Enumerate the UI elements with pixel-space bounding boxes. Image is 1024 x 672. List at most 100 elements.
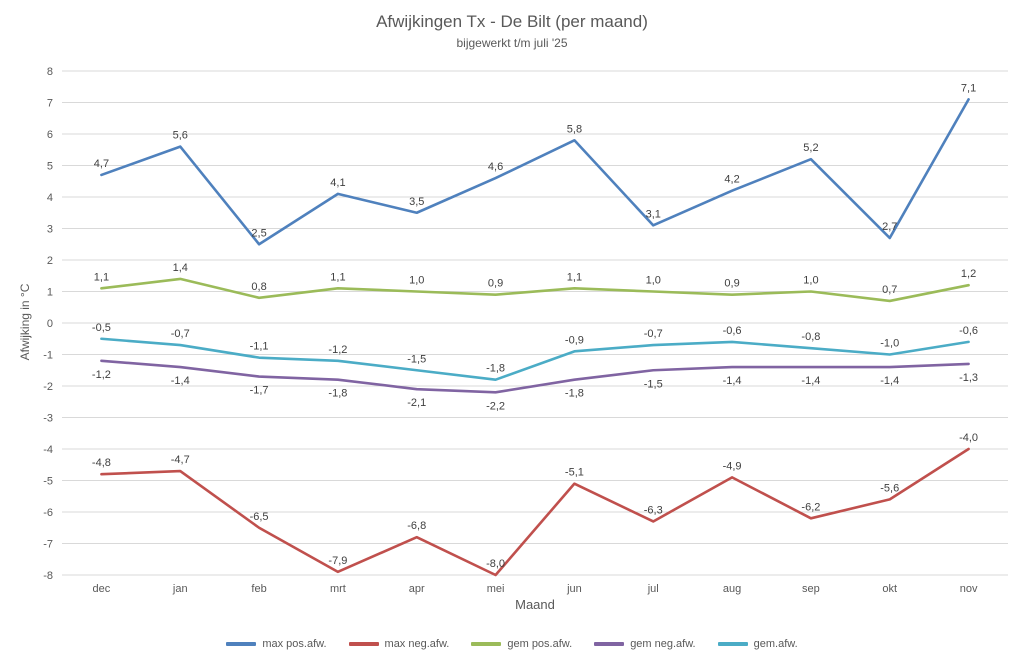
y-tick-label: -3	[43, 413, 53, 425]
series-line-gem-pos-afw	[100, 277, 970, 303]
x-axis-title: Maand	[515, 597, 555, 612]
data-label-max-pos-afw: 3,1	[646, 208, 661, 220]
data-label-gem-pos-afw: 1,2	[961, 268, 976, 280]
data-label-gem-afw: -0,6	[723, 325, 742, 337]
data-label-gem-pos-afw: 0,7	[882, 284, 897, 296]
x-tick-label: feb	[251, 583, 266, 595]
data-label-gem-neg-afw: -1,4	[171, 375, 190, 387]
data-label-max-neg-afw: -4,9	[723, 460, 742, 472]
y-tick-label: 6	[47, 129, 53, 141]
data-label-gem-neg-afw: -1,4	[723, 375, 742, 387]
data-label-gem-afw: -1,8	[486, 363, 505, 375]
legend-swatch-max-neg-afw	[348, 642, 379, 646]
data-label-gem-neg-afw: -1,4	[880, 375, 899, 387]
data-label-gem-pos-afw: 1,4	[173, 262, 188, 274]
y-tick-label: -7	[43, 539, 53, 551]
legend-label-gem-neg-afw: gem neg.afw.	[630, 638, 696, 650]
x-tick-label: nov	[960, 583, 978, 595]
data-label-gem-afw: -0,7	[644, 328, 663, 340]
x-tick-label: sep	[802, 583, 820, 595]
y-tick-label: -5	[43, 476, 53, 488]
legend-label-gem-afw: gem.afw.	[753, 638, 798, 650]
data-label-gem-neg-afw: -1,7	[250, 385, 269, 397]
data-label-gem-afw: -1,0	[880, 338, 899, 350]
data-label-gem-pos-afw: 1,0	[803, 275, 818, 287]
x-tick-label: aug	[723, 583, 741, 595]
legend-item-max-pos-afw: max pos.afw.	[226, 638, 327, 650]
legend-swatch-gem-neg-afw	[594, 642, 625, 646]
y-tick-label: -8	[43, 570, 53, 582]
data-label-max-neg-afw: -6,2	[801, 501, 820, 513]
x-tick-label: jun	[566, 583, 582, 595]
data-label-gem-pos-afw: 1,1	[567, 271, 582, 283]
data-label-max-pos-afw: 5,2	[803, 142, 818, 154]
data-label-gem-afw: -0,5	[92, 322, 111, 334]
y-tick-label: -6	[43, 507, 53, 519]
x-tick-label: jul	[647, 583, 659, 595]
legend-item-gem-afw: gem.afw.	[717, 638, 798, 650]
legend-item-max-neg-afw: max neg.afw.	[348, 638, 450, 650]
data-label-max-neg-afw: -4,0	[959, 432, 978, 444]
data-label-gem-pos-afw: 0,9	[488, 278, 503, 290]
data-label-gem-neg-afw: -1,8	[328, 388, 347, 400]
data-label-max-pos-afw: 5,6	[173, 130, 188, 142]
data-label-gem-pos-afw: 1,1	[330, 271, 345, 283]
y-axis-title: Afwijking in °C	[18, 283, 32, 361]
data-label-gem-pos-afw: 0,9	[724, 278, 739, 290]
data-label-gem-neg-afw: -2,2	[486, 400, 505, 412]
data-label-max-neg-afw: -6,8	[407, 520, 426, 532]
data-label-max-neg-afw: -7,9	[328, 555, 347, 567]
y-tick-label: 4	[47, 192, 53, 204]
x-tick-label: apr	[409, 583, 425, 595]
x-tick-label: okt	[882, 583, 897, 595]
data-label-max-pos-afw: 4,7	[94, 158, 109, 170]
data-label-gem-afw: -1,2	[328, 344, 347, 356]
y-tick-label: 8	[47, 66, 53, 78]
data-label-max-pos-afw: 2,7	[882, 221, 897, 233]
y-tick-label: -2	[43, 381, 53, 393]
y-tick-label: 5	[47, 161, 53, 173]
legend: max pos.afw. max neg.afw. gem pos.afw. gem …	[0, 638, 1024, 650]
x-tick-label: jan	[172, 583, 188, 595]
data-label-gem-neg-afw: -1,8	[565, 388, 584, 400]
data-label-gem-afw: -0,8	[801, 331, 820, 343]
y-tick-label: 7	[47, 98, 53, 110]
series-line-max-neg-afw	[100, 447, 970, 577]
series-line-gem-afw	[100, 337, 970, 382]
data-label-gem-pos-afw: 1,0	[646, 275, 661, 287]
x-tick-label: mei	[487, 583, 505, 595]
legend-swatch-gem-afw	[717, 642, 748, 646]
data-label-gem-pos-afw: 1,0	[409, 275, 424, 287]
data-label-max-neg-afw: -6,3	[644, 504, 663, 516]
data-label-max-neg-afw: -6,5	[250, 511, 269, 523]
data-label-max-pos-afw: 2,5	[251, 227, 266, 239]
y-tick-label: -1	[43, 350, 53, 362]
data-label-gem-afw: -1,1	[250, 341, 269, 353]
data-label-gem-neg-afw: -1,3	[959, 372, 978, 384]
data-label-max-pos-afw: 4,1	[330, 177, 345, 189]
data-label-gem-neg-afw: -1,5	[644, 378, 663, 390]
data-label-max-pos-afw: 4,6	[488, 161, 503, 173]
data-label-gem-afw: -0,7	[171, 328, 190, 340]
y-tick-label: -4	[43, 444, 53, 456]
data-label-max-pos-afw: 4,2	[724, 174, 739, 186]
x-tick-label: mrt	[330, 583, 346, 595]
data-label-gem-neg-afw: -1,2	[92, 369, 111, 381]
data-label-max-pos-afw: 5,8	[567, 123, 582, 135]
data-label-gem-neg-afw: -2,1	[407, 397, 426, 409]
series-line-max-pos-afw	[100, 98, 970, 246]
data-label-gem-neg-afw: -1,4	[801, 375, 820, 387]
x-tick-label: dec	[93, 583, 111, 595]
data-label-max-neg-afw: -4,8	[92, 457, 111, 469]
legend-swatch-max-pos-afw	[226, 642, 257, 646]
data-label-gem-pos-afw: 1,1	[94, 271, 109, 283]
data-label-max-pos-afw: 3,5	[409, 196, 424, 208]
legend-item-gem-pos-afw: gem pos.afw.	[471, 638, 572, 650]
data-label-max-neg-afw: -4,7	[171, 454, 190, 466]
legend-item-gem-neg-afw: gem neg.afw.	[594, 638, 696, 650]
y-tick-label: 0	[47, 318, 53, 330]
data-label-gem-afw: -0,6	[959, 325, 978, 337]
data-label-gem-afw: -1,5	[407, 353, 426, 365]
legend-label-max-neg-afw: max neg.afw.	[384, 638, 450, 650]
